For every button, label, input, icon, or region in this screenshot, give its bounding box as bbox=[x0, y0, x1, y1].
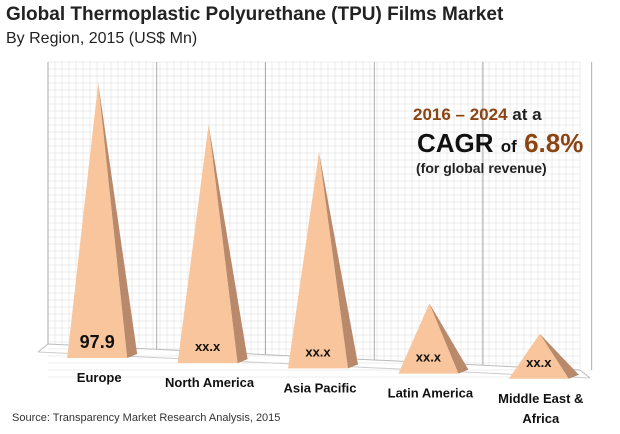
pyramid-side-2 bbox=[319, 152, 358, 369]
source-note: Source: Transparency Market Research Ana… bbox=[12, 412, 281, 424]
chart-subtitle: By Region, 2015 (US$ Mn) bbox=[6, 30, 198, 47]
data-label: xx.x bbox=[195, 339, 221, 354]
data-label: 97.9 bbox=[80, 332, 115, 352]
category-label: Asia Pacific bbox=[284, 380, 357, 395]
data-label: xx.x bbox=[416, 350, 442, 365]
pyramid-side-1 bbox=[208, 124, 248, 364]
pyramid-side-3 bbox=[429, 303, 469, 374]
category-label: Middle East & bbox=[498, 391, 583, 406]
category-label: North America bbox=[165, 375, 255, 390]
cagr-period: 2016 – 2024 at a bbox=[413, 105, 542, 124]
data-label: xx.x bbox=[305, 344, 331, 359]
category-label: Latin America bbox=[388, 386, 474, 401]
pyramid-front-4 bbox=[508, 333, 569, 379]
pyramid-front-1 bbox=[177, 124, 238, 364]
pyramid-front-2 bbox=[288, 152, 348, 369]
pyramid-front-0 bbox=[67, 82, 128, 358]
category-label: Africa bbox=[522, 411, 560, 426]
cagr-value: CAGR of 6.8% bbox=[417, 128, 584, 158]
category-label: Europe bbox=[77, 370, 122, 385]
pyramid-side-4 bbox=[539, 333, 579, 379]
chart-title: Global Thermoplastic Polyurethane (TPU) … bbox=[6, 4, 504, 25]
pyramid-front-3 bbox=[398, 303, 459, 374]
data-label: xx.x bbox=[526, 355, 552, 370]
cagr-note: (for global revenue) bbox=[416, 160, 547, 176]
pyramid-side-0 bbox=[98, 82, 138, 358]
